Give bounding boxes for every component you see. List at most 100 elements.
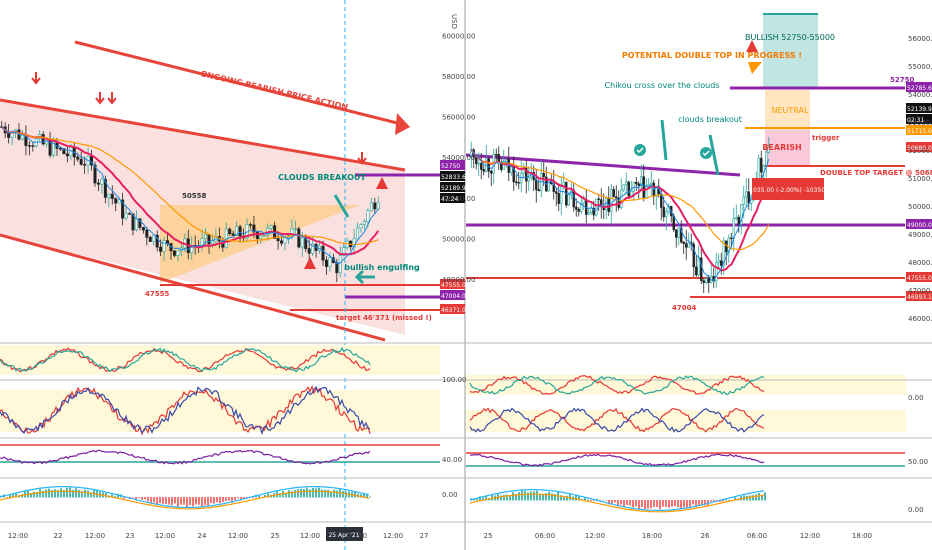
left-candle[interactable]	[121, 199, 125, 219]
left-candle[interactable]	[10, 132, 14, 138]
right-candle[interactable]	[685, 243, 688, 248]
right-candle[interactable]	[612, 189, 615, 198]
left-candle[interactable]	[162, 240, 166, 252]
left-candle[interactable]	[172, 250, 176, 256]
left-candle[interactable]	[41, 134, 45, 145]
left-candle[interactable]	[52, 141, 56, 156]
left-candle[interactable]	[128, 213, 132, 215]
left-candle[interactable]	[376, 202, 380, 210]
left-candle[interactable]	[297, 228, 301, 248]
right-candle[interactable]	[650, 182, 653, 185]
left-candle[interactable]	[280, 240, 284, 244]
right-candle[interactable]	[577, 208, 580, 212]
right-candle[interactable]	[527, 177, 530, 182]
right-candle[interactable]	[737, 216, 740, 225]
left-candle[interactable]	[204, 234, 208, 239]
right-candle[interactable]	[555, 191, 558, 194]
right-candle[interactable]	[620, 189, 623, 208]
right-candle[interactable]	[645, 186, 648, 198]
left-candle[interactable]	[276, 238, 280, 242]
left-candle[interactable]	[210, 240, 214, 245]
right-candle[interactable]	[597, 198, 600, 201]
right-candle[interactable]	[677, 227, 680, 238]
right-candle[interactable]	[517, 182, 520, 184]
left-candle[interactable]	[124, 213, 128, 219]
left-candle[interactable]	[110, 193, 114, 199]
right-candle[interactable]	[745, 191, 748, 198]
left-candle[interactable]	[307, 248, 311, 254]
left-candle[interactable]	[231, 233, 235, 236]
right-candle[interactable]	[687, 242, 690, 248]
right-candle[interactable]	[642, 176, 645, 198]
left-candle[interactable]	[138, 218, 142, 228]
left-candle[interactable]	[65, 153, 69, 157]
right-candle[interactable]	[635, 181, 638, 185]
right-candle[interactable]	[665, 211, 668, 218]
right-candle[interactable]	[682, 241, 685, 244]
left-candle[interactable]	[176, 250, 180, 256]
right-candle[interactable]	[715, 262, 718, 282]
right-candle[interactable]	[520, 172, 523, 184]
left-price-panel[interactable]	[0, 0, 440, 550]
left-candle[interactable]	[262, 234, 266, 237]
left-candle[interactable]	[359, 224, 363, 229]
right-candle[interactable]	[767, 147, 770, 153]
left-candle[interactable]	[152, 234, 156, 242]
right-candle[interactable]	[587, 212, 590, 215]
left-candle[interactable]	[324, 259, 328, 267]
right-candle[interactable]	[580, 203, 583, 212]
left-candle[interactable]	[293, 228, 297, 230]
right-candle[interactable]	[470, 149, 473, 156]
right-candle[interactable]	[662, 207, 665, 218]
right-candle[interactable]	[707, 278, 710, 283]
left-candle[interactable]	[321, 245, 325, 261]
right-candle[interactable]	[692, 243, 695, 268]
right-candle[interactable]	[582, 199, 585, 204]
left-candle[interactable]	[100, 179, 104, 185]
left-candle[interactable]	[93, 164, 97, 184]
right-price-panel[interactable]	[465, 13, 905, 298]
left-candle[interactable]	[248, 224, 252, 226]
right-candle[interactable]	[632, 181, 635, 192]
right-candle[interactable]	[630, 190, 633, 197]
left-candle[interactable]	[159, 246, 163, 252]
left-candle[interactable]	[366, 210, 370, 222]
right-candle[interactable]	[477, 163, 480, 165]
right-candle[interactable]	[705, 278, 708, 283]
left-candle[interactable]	[134, 218, 138, 231]
right-candle[interactable]	[627, 181, 630, 197]
left-candle[interactable]	[269, 225, 273, 229]
left-candle[interactable]	[148, 237, 152, 242]
right-candle[interactable]	[637, 183, 640, 186]
right-candle[interactable]	[700, 257, 703, 282]
left-candle[interactable]	[259, 235, 263, 239]
right-candle[interactable]	[742, 196, 745, 205]
right-candle[interactable]	[717, 260, 720, 263]
left-candle[interactable]	[83, 164, 87, 166]
right-candle[interactable]	[542, 173, 545, 178]
right-candle[interactable]	[567, 194, 570, 206]
right-candle[interactable]	[730, 237, 733, 240]
left-candle[interactable]	[145, 229, 149, 238]
right-candle[interactable]	[625, 181, 628, 186]
right-candle[interactable]	[680, 227, 683, 243]
left-candle[interactable]	[96, 182, 100, 185]
left-candle[interactable]	[79, 158, 83, 165]
left-candle[interactable]	[107, 193, 111, 198]
right-candle[interactable]	[672, 215, 675, 231]
right-candle[interactable]	[480, 163, 483, 170]
left-candle[interactable]	[356, 227, 360, 240]
right-candle[interactable]	[615, 196, 618, 199]
right-candle[interactable]	[560, 186, 563, 204]
right-candle[interactable]	[675, 229, 678, 238]
left-candle[interactable]	[283, 237, 287, 244]
left-candle[interactable]	[338, 255, 342, 274]
right-candle[interactable]	[495, 154, 498, 156]
right-candle[interactable]	[702, 280, 705, 283]
left-candle[interactable]	[114, 198, 118, 204]
right-candle[interactable]	[575, 206, 578, 210]
left-candle[interactable]	[103, 179, 107, 198]
left-candle[interactable]	[31, 145, 35, 147]
left-candle[interactable]	[62, 148, 66, 155]
left-candle[interactable]	[369, 202, 373, 211]
